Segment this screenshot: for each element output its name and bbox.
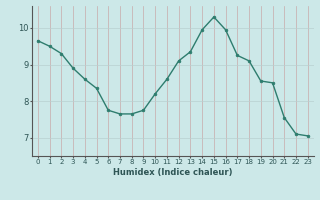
- X-axis label: Humidex (Indice chaleur): Humidex (Indice chaleur): [113, 168, 233, 177]
